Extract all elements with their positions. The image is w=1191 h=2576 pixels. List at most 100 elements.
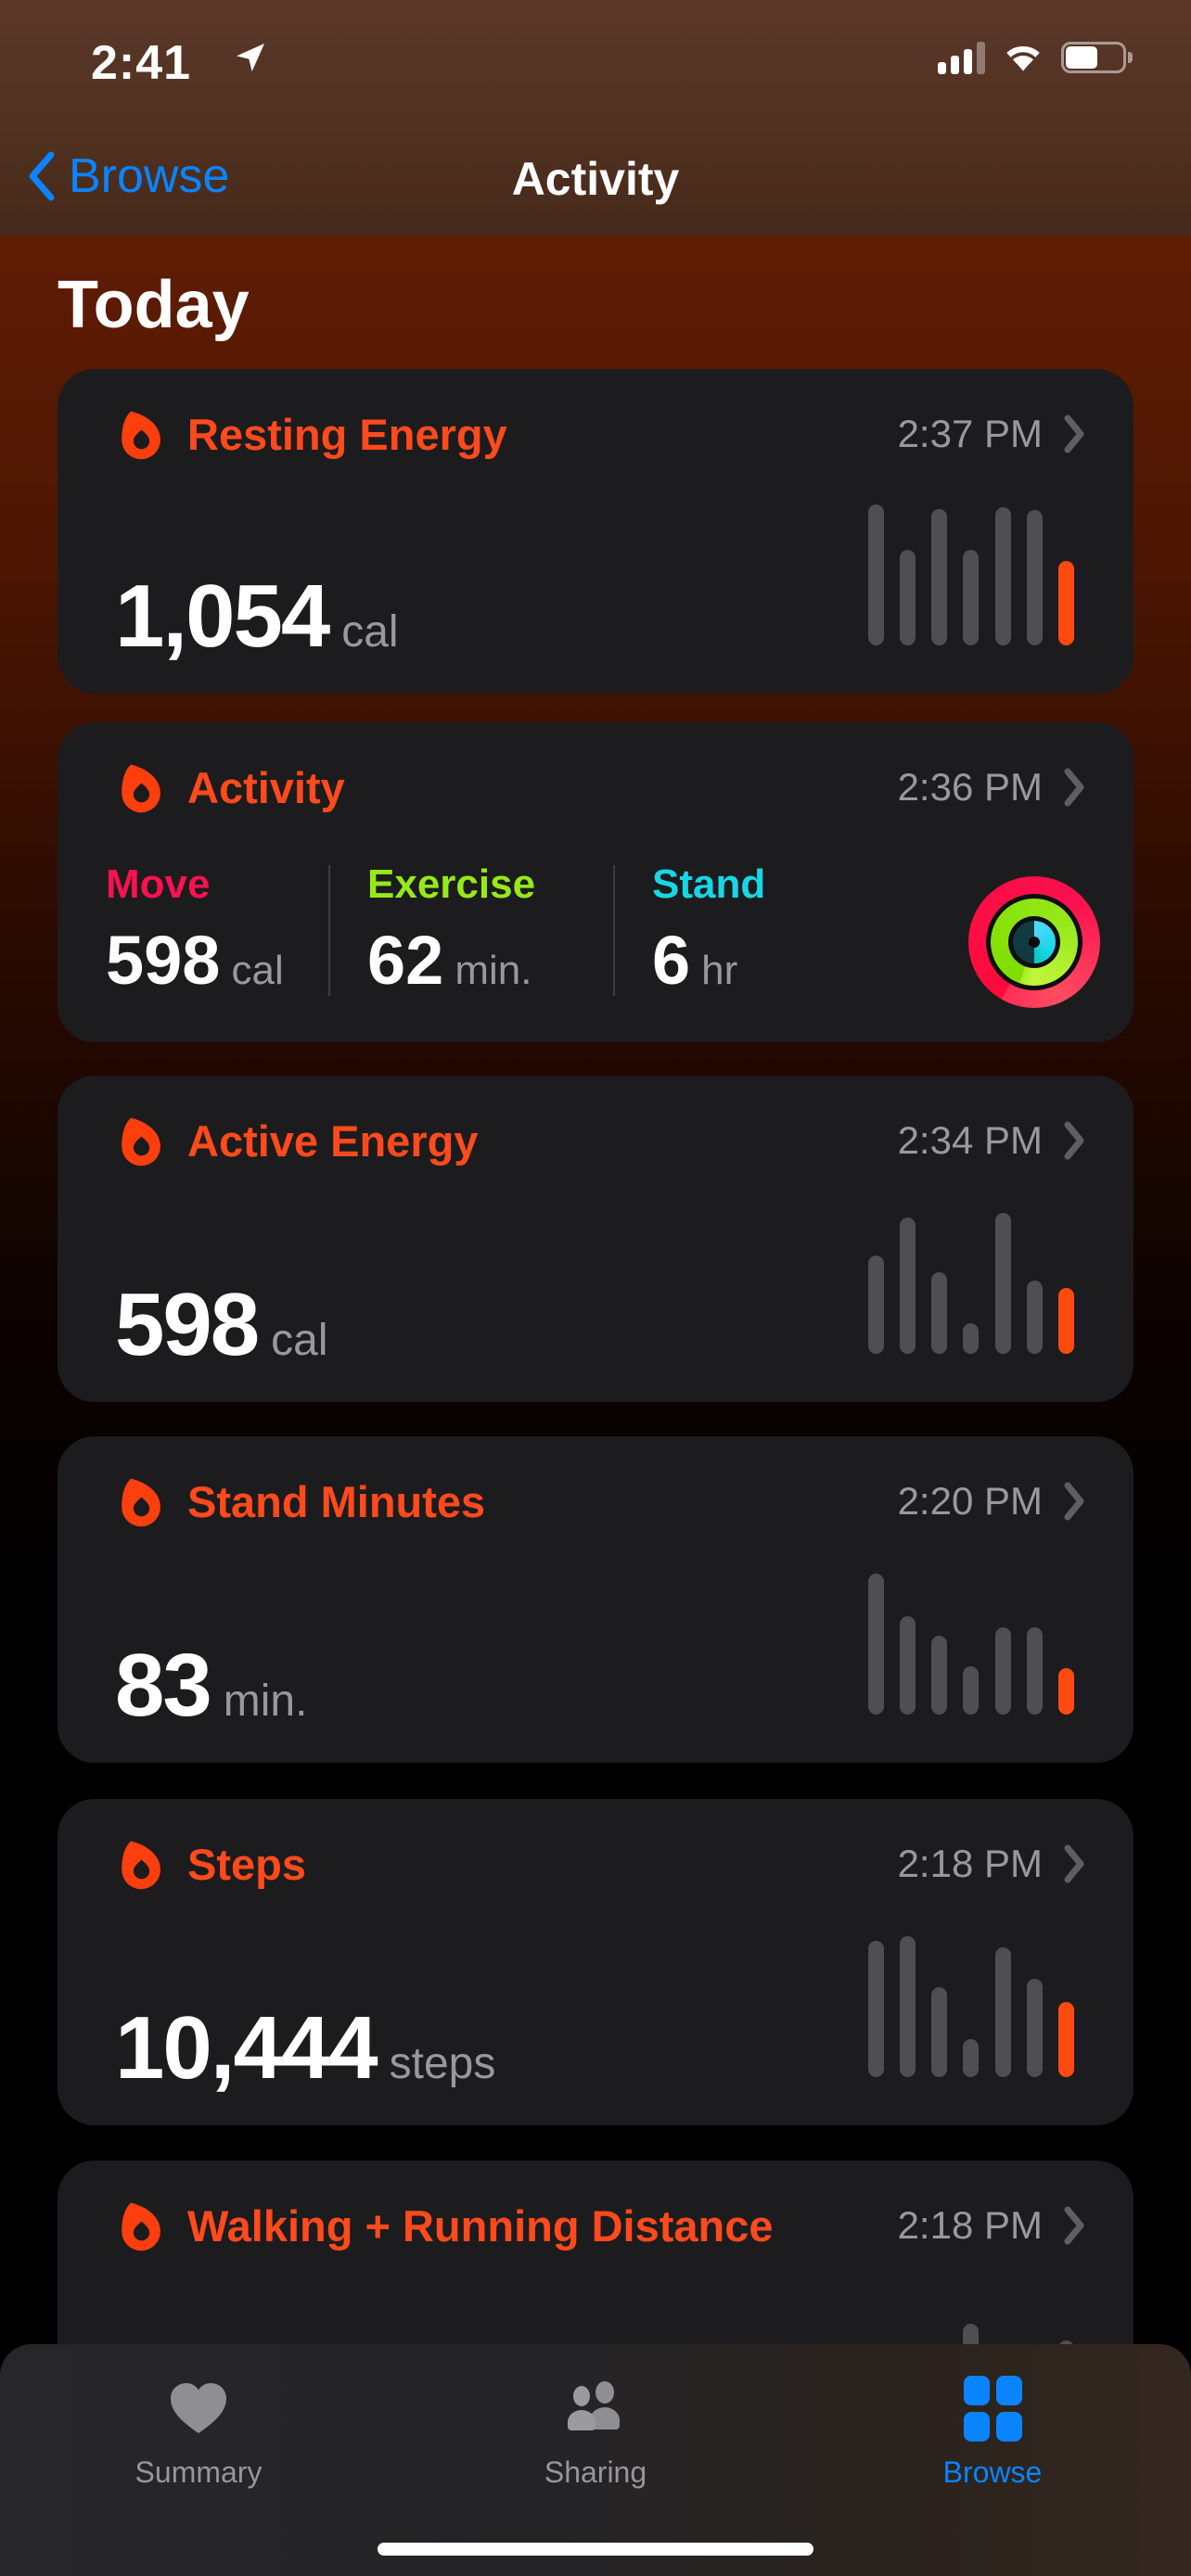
card-timestamp: 2:37 PM — [897, 412, 1043, 455]
card-head: Activity 2:36 PM — [115, 758, 1085, 817]
tab-sharing[interactable]: Sharing — [397, 2344, 794, 2576]
chart-bar — [963, 1322, 980, 1354]
metric-value: 10,444 — [115, 1998, 378, 2098]
chart-bar — [900, 1615, 916, 1715]
stand-metric: Stand 6 hr — [652, 861, 791, 1000]
activity-metrics: Move 598 cal Exercise 62 min. Stand 6 hr — [106, 861, 791, 1000]
metric-unit: steps — [389, 2039, 496, 2088]
chart-bar — [1026, 510, 1043, 645]
card-stand-minutes[interactable]: Stand Minutes 2:20 PM 83 min. — [58, 1436, 1133, 1763]
value-row: 1,054 cal — [115, 566, 399, 668]
chart-bar — [868, 1574, 884, 1715]
chart-bar — [900, 1936, 916, 2077]
card-head: Stand Minutes 2:20 PM — [115, 1472, 1085, 1531]
divider — [613, 865, 615, 996]
active-energy-chart — [868, 1213, 1074, 1354]
metric-unit: min. — [223, 1677, 308, 1726]
chart-bar — [900, 549, 916, 645]
chart-bar — [1057, 560, 1074, 645]
tab-label: Summary — [134, 2455, 263, 2489]
cellular-signal-icon — [938, 41, 985, 74]
exercise-value: 62 — [367, 922, 444, 999]
chart-bar — [931, 1986, 948, 2077]
chart-bar — [1057, 2002, 1074, 2077]
resting-energy-chart — [868, 504, 1074, 645]
chart-bar — [994, 1626, 1011, 1715]
metric-unit: cal — [271, 1316, 328, 1365]
value-row: 83 min. — [115, 1635, 307, 1737]
section-title-today: Today — [58, 268, 250, 342]
exercise-metric: Exercise 62 min. — [367, 861, 576, 1000]
back-button[interactable]: Browse — [28, 148, 229, 204]
status-bar: 2:41 — [0, 33, 1191, 90]
exercise-unit: min. — [455, 948, 532, 993]
status-icons — [938, 41, 1133, 74]
battery-icon — [1061, 42, 1133, 73]
chart-bar — [994, 507, 1011, 645]
card-activity[interactable]: Activity 2:36 PM Move 598 cal Exercise 62… — [58, 722, 1133, 1042]
flame-icon — [122, 1841, 160, 1890]
metric-unit: cal — [341, 607, 399, 657]
heart-icon — [171, 2383, 226, 2433]
chart-bar — [994, 1213, 1011, 1354]
flame-icon — [122, 764, 160, 813]
card-timestamp: 2:34 PM — [897, 1118, 1043, 1162]
card-timestamp: 2:20 PM — [897, 1479, 1043, 1523]
card-head: Steps 2:18 PM — [115, 1834, 1085, 1894]
card-steps[interactable]: Steps 2:18 PM 10,444 steps — [58, 1799, 1133, 2125]
tab-browse[interactable]: Browse — [794, 2344, 1191, 2576]
chart-bar — [1026, 1978, 1043, 2077]
chart-bar — [994, 1947, 1011, 2077]
chart-bar — [868, 504, 884, 645]
tab-summary[interactable]: Summary — [0, 2344, 397, 2576]
flame-icon — [122, 1117, 160, 1167]
card-title: Walking + Running Distance — [187, 2200, 774, 2251]
card-timestamp: 2:36 PM — [897, 765, 1043, 809]
header: 2:41 Browse Activity — [0, 0, 1191, 236]
metric-value: 598 — [115, 1275, 260, 1374]
chevron-right-icon — [1064, 1121, 1084, 1160]
grid-icon — [963, 2375, 1022, 2442]
chart-bar — [931, 1271, 948, 1354]
metric-value: 83 — [115, 1636, 212, 1735]
card-timestamp: 2:18 PM — [897, 2203, 1043, 2247]
stand-unit: hr — [701, 948, 738, 993]
chart-bar — [1057, 1667, 1074, 1715]
metric-value: 1,054 — [115, 567, 330, 666]
wifi-icon — [1006, 45, 1040, 71]
value-row: 598 cal — [115, 1274, 328, 1376]
card-resting-energy[interactable]: Resting Energy 2:37 PM 1,054 cal — [58, 369, 1133, 694]
card-head: Active Energy 2:34 PM — [115, 1111, 1085, 1170]
chevron-right-icon — [1064, 1844, 1084, 1883]
card-active-energy[interactable]: Active Energy 2:34 PM 598 cal — [58, 1076, 1133, 1402]
stand-label: Stand — [652, 861, 766, 907]
chart-bar — [1057, 1287, 1074, 1354]
card-head: Resting Energy 2:37 PM — [115, 404, 1085, 464]
stand-minutes-chart — [868, 1574, 1074, 1715]
tab-label: Browse — [942, 2455, 1043, 2489]
card-timestamp: 2:18 PM — [897, 1842, 1043, 1885]
flame-icon — [122, 2202, 160, 2251]
chart-bar — [900, 1217, 916, 1354]
people-icon — [568, 2381, 620, 2430]
chart-bar — [963, 1666, 980, 1715]
flame-icon — [122, 411, 160, 460]
chart-bar — [931, 1635, 948, 1715]
card-head: Walking + Running Distance 2:18 PM — [115, 2196, 1085, 2255]
chevron-right-icon — [1064, 2206, 1084, 2245]
chart-bar — [963, 549, 980, 645]
home-indicator[interactable] — [378, 2543, 813, 2556]
card-title: Stand Minutes — [187, 1476, 486, 1526]
status-time: 2:41 — [91, 36, 192, 90]
move-label: Move — [106, 861, 211, 907]
back-chevron-icon — [29, 151, 55, 201]
location-arrow-icon — [237, 44, 264, 71]
move-metric: Move 598 cal — [106, 861, 291, 1000]
back-button-label: Browse — [69, 149, 230, 203]
card-title: Active Energy — [187, 1116, 479, 1166]
chevron-right-icon — [1064, 1482, 1084, 1521]
chart-bar — [1026, 1626, 1043, 1715]
nav-bar: Browse Activity — [0, 141, 1191, 215]
chevron-right-icon — [1064, 414, 1084, 453]
